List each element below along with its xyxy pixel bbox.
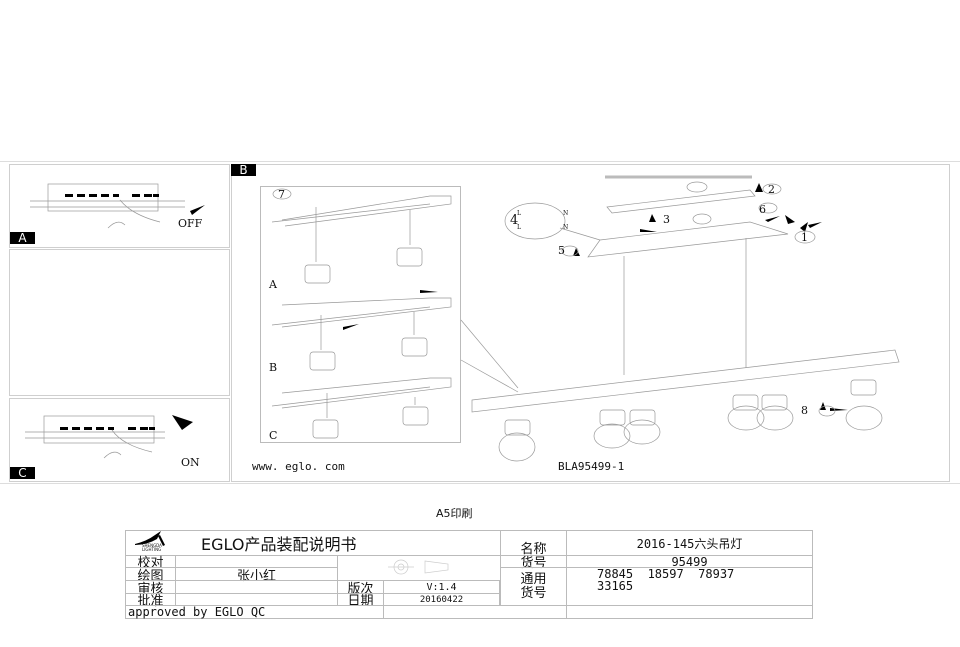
draw-value: 张小红 [175, 567, 338, 584]
panel-c [9, 398, 230, 482]
panel-a-label: A [10, 232, 35, 244]
panel-b-label: B [231, 164, 256, 176]
common-label-2: 货号 [520, 585, 547, 601]
panel-c-label: C [10, 467, 35, 479]
common-values-2: 33165 [597, 579, 634, 593]
inset-label-a: A [269, 278, 277, 291]
step-5: 5 [558, 244, 565, 257]
step-6: 6 [759, 203, 766, 216]
approved-by: approved by EGLO QC [125, 605, 384, 619]
title-cell: EGLO产品装配说明书 [125, 530, 501, 556]
terminal-l2: L [517, 224, 521, 231]
step-4: 4 [510, 213, 519, 228]
logo-text: SHENGDA LIGHTING [142, 543, 162, 552]
website: www. eglo. com [252, 460, 345, 473]
terminal-n1: N [563, 210, 569, 217]
inset-bars [271, 195, 519, 439]
step-8: 8 [801, 404, 808, 417]
logo-mark [135, 531, 165, 546]
bottom-rule [0, 483, 960, 484]
terminal-n2: N [563, 224, 569, 231]
step-7: 7 [278, 188, 285, 201]
breaker-panel-a-drawing [30, 183, 205, 229]
top-rule [0, 161, 960, 162]
step-2: 2 [768, 183, 775, 196]
blank-cell [383, 605, 567, 619]
print-note: A5印刷 [436, 507, 473, 520]
off-caption: OFF [178, 217, 203, 230]
projection-symbol [388, 559, 449, 575]
common-values-1: 78845 18597 78937 [597, 567, 735, 581]
inset-label-b: B [269, 361, 278, 374]
common-label-1: 通用 [520, 571, 547, 587]
inset-label-c: C [269, 429, 278, 442]
blank-right [566, 605, 813, 619]
drawing-code: BLA95499-1 [558, 460, 625, 473]
step-3: 3 [663, 213, 670, 226]
terminal-l1: L [517, 210, 521, 217]
breaker-panel-c-drawing [25, 415, 193, 459]
panel-a [9, 164, 230, 248]
on-caption: ON [181, 456, 200, 469]
document-title: EGLO产品装配说明书 [201, 535, 357, 554]
panel-b [231, 164, 950, 482]
name-value: 2016-145六头吊灯 [566, 530, 813, 556]
common-values: 78845 18597 78937 33165 [566, 567, 813, 606]
review-value [175, 580, 338, 594]
common-label: 通用 货号 [500, 567, 567, 606]
panel-blank [9, 249, 230, 396]
inset-detail [260, 186, 461, 443]
version-value: V:1.4 [383, 580, 500, 594]
main-fixture [272, 175, 900, 462]
step-1: 1 [801, 231, 808, 244]
